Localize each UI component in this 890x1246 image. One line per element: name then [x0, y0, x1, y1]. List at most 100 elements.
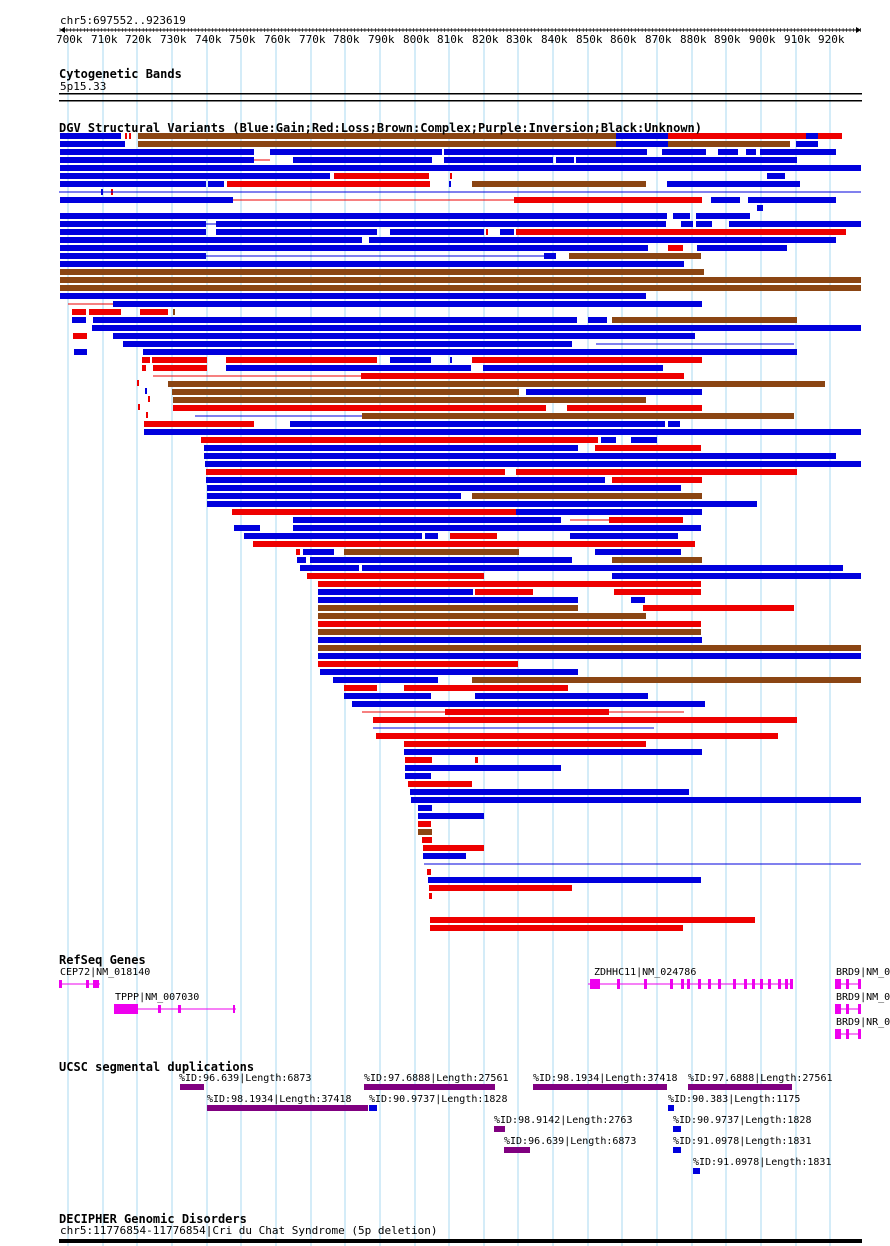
sv-segment[interactable] [168, 381, 825, 387]
gene-exon[interactable] [698, 979, 701, 989]
sv-segment[interactable] [404, 749, 702, 755]
sv-segment[interactable] [207, 493, 461, 499]
sv-segment[interactable] [138, 404, 140, 410]
sv-segment[interactable] [556, 157, 574, 163]
sv-segment[interactable] [173, 405, 546, 411]
sv-segment[interactable] [226, 365, 471, 371]
gene-exon[interactable] [687, 979, 690, 989]
sv-segment[interactable] [60, 285, 861, 291]
segdup-bar[interactable] [533, 1084, 667, 1090]
sv-segment[interactable] [390, 229, 484, 235]
sv-segment[interactable] [390, 357, 431, 363]
sv-segment[interactable] [293, 157, 432, 163]
sv-segment[interactable] [72, 317, 86, 323]
segdup-label[interactable]: %ID:96.639|Length:6873 [179, 1073, 312, 1084]
sv-segment[interactable] [113, 301, 702, 307]
gene-exon[interactable] [233, 1005, 235, 1013]
sv-segment[interactable] [472, 357, 702, 363]
sv-segment[interactable] [293, 517, 561, 523]
sv-segment[interactable] [207, 501, 757, 507]
sv-segment[interactable] [662, 149, 706, 155]
sv-segment[interactable] [806, 133, 818, 139]
gene-exon[interactable] [744, 979, 747, 989]
refseq-track[interactable] [59, 979, 861, 1039]
gene-exon[interactable] [858, 979, 861, 989]
sv-segment[interactable] [60, 165, 861, 171]
sv-segment[interactable] [428, 877, 701, 883]
sv-segment[interactable] [60, 149, 254, 155]
sv-segment[interactable] [296, 549, 300, 555]
sv-segment[interactable] [113, 333, 695, 339]
sv-segment[interactable] [60, 229, 206, 235]
sv-segment[interactable] [310, 557, 572, 563]
sv-segment[interactable] [290, 421, 665, 427]
sv-segment[interactable] [318, 645, 861, 651]
sv-segment[interactable] [60, 213, 667, 219]
sv-segment[interactable] [376, 733, 778, 739]
sv-segment[interactable] [206, 469, 505, 475]
gene-exon[interactable] [752, 979, 755, 989]
sv-segment[interactable] [616, 133, 668, 139]
refseq-gene-label[interactable]: BRD9|NR_0 [836, 1017, 890, 1028]
sv-segment[interactable] [614, 589, 701, 595]
segdup-bar[interactable] [494, 1126, 505, 1132]
sv-segment[interactable] [631, 597, 645, 603]
gene-exon[interactable] [681, 979, 684, 989]
sv-segment[interactable] [270, 149, 442, 155]
sv-segment[interactable] [60, 245, 648, 251]
sv-segment[interactable] [143, 349, 797, 355]
sv-segment[interactable] [318, 661, 518, 667]
sv-segment[interactable] [569, 253, 701, 259]
sv-segment[interactable] [631, 437, 657, 443]
sv-segment[interactable] [60, 197, 233, 203]
sv-segment[interactable] [729, 221, 861, 227]
sv-segment[interactable] [475, 589, 533, 595]
sv-segment[interactable] [232, 509, 516, 515]
gene-exon[interactable] [644, 979, 647, 989]
sv-segment[interactable] [667, 181, 800, 187]
sv-segment[interactable] [173, 397, 646, 403]
sv-segment[interactable] [142, 365, 146, 371]
sv-segment[interactable] [408, 781, 472, 787]
sv-segment[interactable] [60, 221, 206, 227]
sv-segment[interactable] [475, 693, 648, 699]
sv-segment[interactable] [444, 157, 553, 163]
decipher-track[interactable] [59, 1239, 862, 1243]
segdup-bar[interactable] [504, 1147, 530, 1153]
sv-segment[interactable] [696, 221, 712, 227]
gene-exon[interactable] [670, 979, 673, 989]
sv-segment[interactable] [423, 853, 466, 859]
gene-exon[interactable] [592, 979, 600, 989]
sv-segment[interactable] [405, 757, 432, 763]
sv-segment[interactable] [60, 253, 206, 259]
sv-segment[interactable] [760, 149, 836, 155]
sv-segment[interactable] [429, 885, 572, 891]
sv-segment[interactable] [373, 717, 797, 723]
sv-segment[interactable] [60, 237, 362, 243]
sv-segment[interactable] [697, 245, 787, 251]
sv-segment[interactable] [418, 805, 432, 811]
sv-segment[interactable] [60, 277, 861, 283]
sv-segment[interactable] [410, 789, 689, 795]
gene-exon[interactable] [617, 979, 620, 989]
sv-segment[interactable] [612, 477, 702, 483]
sv-segment[interactable] [216, 229, 377, 235]
refseq-gene-label[interactable]: TPPP|NM_007030 [115, 992, 200, 1003]
gene-exon[interactable] [835, 979, 841, 989]
gene-exon[interactable] [778, 979, 781, 989]
sv-segment[interactable] [430, 925, 683, 931]
segdup-label[interactable]: %ID:90.383|Length:1175 [668, 1094, 801, 1105]
sv-segment[interactable] [137, 380, 139, 386]
sv-segment[interactable] [612, 557, 702, 563]
sv-segment[interactable] [234, 525, 260, 531]
sv-segment[interactable] [362, 565, 843, 571]
gene-exon[interactable] [114, 1004, 138, 1014]
sv-segment[interactable] [153, 365, 207, 371]
segdup-label[interactable]: %ID:91.0978|Length:1831 [693, 1157, 832, 1168]
gene-exon[interactable] [158, 1005, 161, 1013]
segdup-label[interactable]: %ID:98.9142|Length:2763 [494, 1115, 633, 1126]
segdup-label[interactable]: %ID:97.6888|Length:27561 [688, 1073, 833, 1084]
sv-segment[interactable] [60, 293, 646, 299]
sv-segment[interactable] [244, 533, 422, 539]
sv-segment[interactable] [140, 309, 168, 315]
